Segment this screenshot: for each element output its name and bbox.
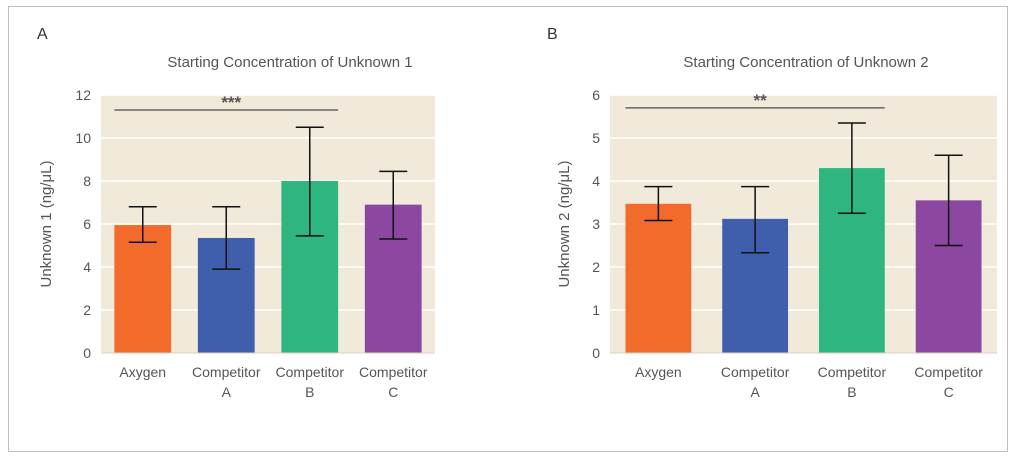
x-tick-label: B xyxy=(305,384,314,400)
chart-panel-a: A Starting Concentration of Unknown 1 0 2 4 6… xyxy=(37,26,435,400)
x-tick-label: C xyxy=(944,384,954,400)
bar xyxy=(114,225,172,353)
chart-title: Starting Concentration of Unknown 1 xyxy=(167,54,412,71)
y-axis-label: Unknown 2 (ng/μL) xyxy=(556,160,573,287)
x-tick-label: Competitor xyxy=(914,364,983,380)
x-tick-label: Axygen xyxy=(635,364,682,380)
y-tick-label: 12 xyxy=(75,87,91,103)
y-tick-label: 0 xyxy=(592,345,600,361)
panel-letter: B xyxy=(547,26,558,43)
figure-svg: A Starting Concentration of Unknown 1 0 2 4 6… xyxy=(37,26,997,400)
x-tick-label: Competitor xyxy=(359,364,428,380)
panel-letter: A xyxy=(37,26,48,43)
y-tick-label: 0 xyxy=(83,345,91,361)
x-tick-label: Axygen xyxy=(119,364,166,380)
significance-label: ** xyxy=(754,91,768,110)
y-axis-label: Unknown 1 (ng/μL) xyxy=(38,160,55,287)
significance-label: *** xyxy=(221,93,241,112)
x-tick-label: C xyxy=(388,384,398,400)
y-tick-label: 8 xyxy=(83,173,91,189)
chart-panel-b: B Starting Concentration of Unknown 2 0 1 2 3… xyxy=(547,26,997,400)
y-tick-label: 2 xyxy=(83,302,91,318)
y-tick-label: 6 xyxy=(83,216,91,232)
y-tick-label: 1 xyxy=(592,302,600,318)
figure: A Starting Concentration of Unknown 1 0 2 4 6… xyxy=(8,6,1008,452)
y-tick-label: 10 xyxy=(75,130,91,146)
x-tick-label: Competitor xyxy=(192,364,261,380)
bar xyxy=(625,203,692,353)
y-tick-label: 5 xyxy=(592,130,600,146)
y-tick-label: 4 xyxy=(83,259,91,275)
x-tick-label: Competitor xyxy=(276,364,345,380)
y-tick-label: 4 xyxy=(592,173,600,189)
x-tick-label: B xyxy=(847,384,856,400)
chart-title: Starting Concentration of Unknown 2 xyxy=(683,54,928,71)
y-tick-label: 6 xyxy=(592,87,600,103)
y-tick-label: 3 xyxy=(592,216,600,232)
y-tick-label: 2 xyxy=(592,259,600,275)
x-tick-label: A xyxy=(222,384,232,400)
x-tick-label: A xyxy=(750,384,760,400)
x-tick-label: Competitor xyxy=(818,364,887,380)
x-tick-label: Competitor xyxy=(721,364,790,380)
